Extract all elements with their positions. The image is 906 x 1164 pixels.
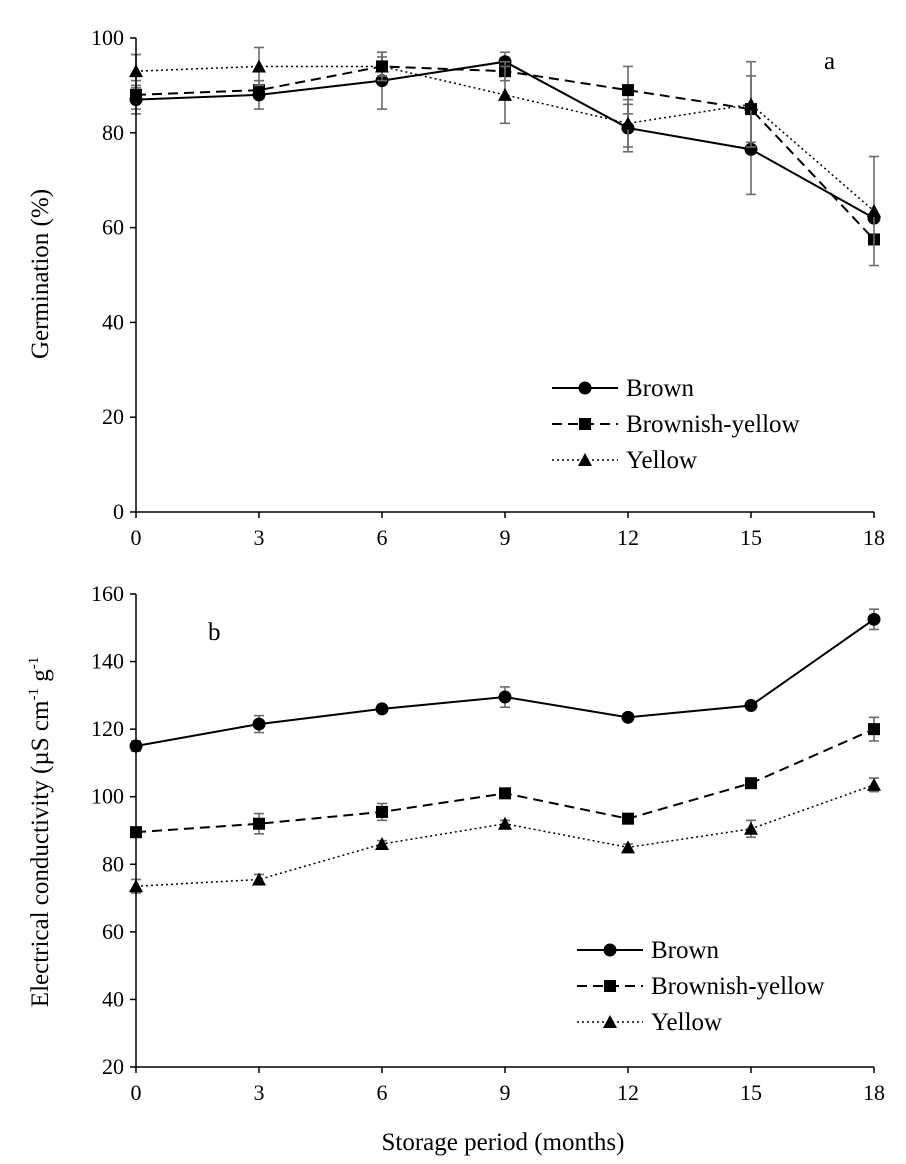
- panel-b-series-brown-point: [867, 612, 881, 626]
- panel-b-x-axis-title: Storage period (months): [381, 1129, 624, 1156]
- panel-a-legend-yellow: Yellow: [552, 447, 697, 474]
- panel-a-y-tick-label: 80: [102, 120, 124, 145]
- panel-b-legend-brown-label: Brown: [651, 937, 720, 964]
- panel-b-legend-yellow: Yellow: [577, 1009, 722, 1036]
- panel-a-series-brownish-yellow-point: [253, 84, 265, 97]
- panel-b-series-yellow-line: [135, 784, 875, 887]
- panel-b-series-yellow-point: [744, 821, 758, 835]
- panel-b-y-axis-title-mid: g: [27, 669, 54, 688]
- panel-b-legend-yellow-label: Yellow: [651, 1009, 722, 1036]
- panel-a-legend: Brown Brownish-yellow Yellow: [552, 375, 800, 474]
- panel-b-x-tick-label: 3: [254, 1080, 265, 1105]
- panel-b-legend-brownish-yellow: Brownish-yellow: [577, 973, 825, 1000]
- panel-b-series-brown-line: [135, 618, 875, 748]
- panel-b-legend-brownish-yellow-label: Brownish-yellow: [651, 973, 825, 1000]
- panel-b-y-axis-title-main: Electrical conductivity (µS cm: [27, 700, 54, 1007]
- panel-b-legend-brown: Brown: [577, 937, 720, 964]
- panel-b-y-tick-label: 120: [91, 716, 124, 741]
- panel-a-series-brownish-yellow-point: [622, 84, 634, 97]
- panel-a-y-tick-label: 0: [113, 499, 124, 524]
- panel-a-legend-brownish-yellow: Brownish-yellow: [552, 411, 800, 438]
- panel-b-series-brown-point: [498, 690, 512, 704]
- panel-b-series-brown-point: [621, 710, 635, 724]
- panel-a-series-yellow-point: [744, 97, 758, 111]
- panel-b-series-brown: [129, 608, 881, 753]
- panel-b-series-brownish-yellow-point: [376, 805, 388, 818]
- panel-b-legend-brown-swatch-marker: [603, 943, 617, 957]
- panel-b-series-brownish-yellow-line: [135, 728, 875, 834]
- panel-a-series-yellow-point: [252, 59, 266, 73]
- panel-a-legend-brown: Brown: [552, 375, 695, 402]
- panel-b-series-brownish-yellow: [130, 716, 880, 839]
- panel-a-series-yellow: [129, 46, 881, 267]
- panel-a-axes: 0 20 40 60 80 100 0 3 6 9 12 15 18: [91, 25, 885, 550]
- panel-b-letter: b: [208, 619, 221, 646]
- panel-a-x-tick-label: 0: [131, 525, 142, 550]
- panel-b-y-tick-label: 80: [102, 851, 124, 876]
- panel-b-y-axis-title: Electrical conductivity (µS cm-1 g-1: [26, 657, 54, 1007]
- panel-b-y-tick-label: 20: [102, 1054, 124, 1079]
- panel-a-legend-brownish-yellow-label: Brownish-yellow: [626, 411, 800, 438]
- panel-a-series-brown-point: [744, 142, 758, 156]
- panel-b-y-tick-label: 60: [102, 919, 124, 944]
- panel-a-letter: a: [824, 48, 835, 75]
- panel-a-x-tick-label: 18: [863, 525, 885, 550]
- panel-b-series-brownish-yellow-point: [253, 817, 265, 830]
- panel-a-y-axis-title: Germination (%): [27, 189, 54, 359]
- panel-b-series-brown-point: [252, 717, 266, 731]
- panel-b-series-brownish-yellow-point: [622, 812, 634, 825]
- panel-b-series-yellow-point: [621, 840, 635, 854]
- panel-b-series-yellow-point: [252, 872, 266, 886]
- panel-b-series-brownish-yellow-point: [868, 723, 880, 736]
- panel-b-y-tick-label: 140: [91, 649, 124, 674]
- panel-a-x-tick-label: 9: [500, 525, 511, 550]
- panel-b-series-brown-point: [375, 702, 389, 716]
- panel-b-x-tick-label: 12: [617, 1080, 639, 1105]
- panel-a-series-yellow-point: [498, 87, 512, 101]
- panel-b-series-yellow-point: [375, 837, 389, 851]
- panel-b-y-axis-title-sup1: -1: [26, 688, 42, 701]
- panel-b-series-brownish-yellow-point: [499, 787, 511, 800]
- panel-a-series-yellow-point: [867, 204, 881, 218]
- panel-b-legend: Brown Brownish-yellow Yellow: [577, 937, 825, 1036]
- panel-a-y-tick-label: 20: [102, 404, 124, 429]
- panel-a-x-tick-label: 3: [254, 525, 265, 550]
- panel-a-x-tick-label: 12: [617, 525, 639, 550]
- panel-b-series-yellow-point: [867, 777, 881, 791]
- panel-b-x-tick-label: 18: [863, 1080, 885, 1105]
- panel-a-legend-yellow-label: Yellow: [626, 447, 697, 474]
- panel-a-series-yellow-point: [621, 116, 635, 130]
- panel-b-x-tick-label: 9: [500, 1080, 511, 1105]
- panel-b-x-tick-label: 15: [740, 1080, 762, 1105]
- panel-b-plot-area: [129, 608, 881, 894]
- panel-b-series-brownish-yellow-point: [745, 777, 757, 790]
- panel-a-series-yellow-point: [375, 59, 389, 73]
- panel-a-plot-area: [129, 46, 881, 267]
- panel-b-series-yellow-point: [498, 816, 512, 830]
- panel-a-y-tick-label: 40: [102, 309, 124, 334]
- panel-b-series-yellow: [129, 777, 881, 894]
- panel-b-y-tick-label: 40: [102, 986, 124, 1011]
- panel-b-y-tick-label: 100: [91, 784, 124, 809]
- panel-b-y-axis-title-sup2: -1: [26, 657, 42, 670]
- panel-b-series-brown-point: [744, 698, 758, 712]
- panel-b-legend-brownish-yellow-swatch-marker: [604, 980, 616, 992]
- panel-a-legend-brownish-yellow-swatch-marker: [579, 418, 591, 430]
- panel-a-x-tick-label: 15: [740, 525, 762, 550]
- panel-a-y-tick-label: 100: [91, 25, 124, 50]
- panel-b-electrical-conductivity: 20 40 60 80 100 120 140 160 0 3 6 9 12 15 18 b Electri…: [26, 581, 885, 1156]
- panel-a-germination: 0 20 40 60 80 100 0 3 6 9 12 15 18 a Germination (%)…: [27, 25, 885, 550]
- panel-b-x-tick-label: 6: [377, 1080, 388, 1105]
- panel-a-y-tick-label: 60: [102, 215, 124, 240]
- panel-a-legend-yellow-swatch-marker: [578, 453, 592, 466]
- panel-b-y-tick-label: 160: [91, 581, 124, 606]
- panel-b-x-tick-label: 0: [131, 1080, 142, 1105]
- panel-a-legend-brown-swatch-marker: [578, 381, 592, 395]
- panel-b-axes: 20 40 60 80 100 120 140 160 0 3 6 9 12 15 18: [91, 581, 885, 1105]
- panel-a-x-tick-label: 6: [377, 525, 388, 550]
- panel-b-legend-yellow-swatch-marker: [603, 1015, 617, 1028]
- panel-a-legend-brown-label: Brown: [626, 375, 695, 402]
